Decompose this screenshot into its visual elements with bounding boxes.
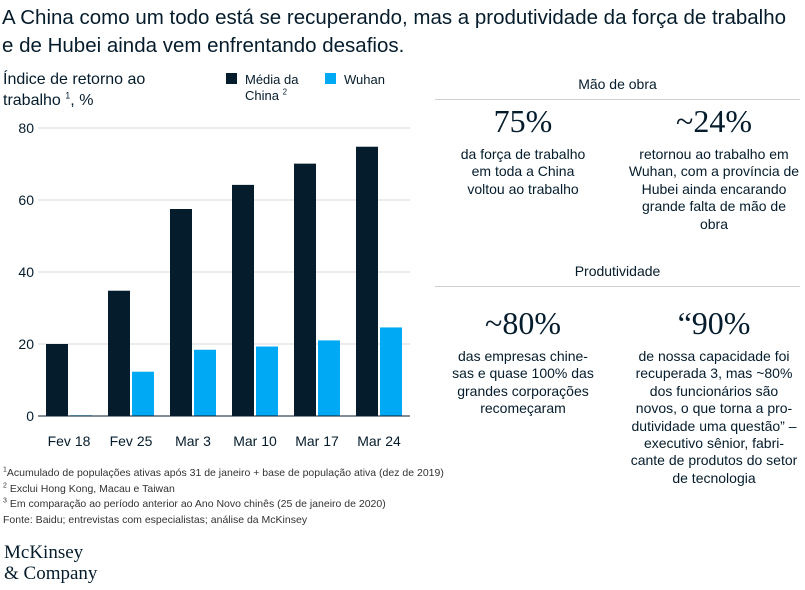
footnote-3: 3 Em comparação ao período anterior ao A… (3, 497, 603, 513)
x-tick-label: Mar 17 (295, 433, 339, 449)
footnote-marker: 1 (3, 466, 7, 474)
y-axis-label-unit: , % (70, 92, 94, 109)
x-tick-label: Fev 18 (48, 433, 91, 449)
stat-labor-wuhan: ~24% retornou ao trabalho em Wuhan, com … (628, 104, 800, 233)
bar-wuhan (194, 349, 216, 416)
y-axis-label: Índice de retorno ao trabalho 1, % (3, 69, 193, 111)
legend-label-wuhan: Wuhan (344, 72, 385, 87)
bar-wuhan (318, 340, 340, 416)
bar-chart: 0 20 40 60 80 Fev 18 Fev 25 Mar 3 Mar 10 Mar 17 Ma… (18, 120, 410, 449)
bar-wuhan (132, 371, 154, 416)
stat-productivity-quote: “90% de nossa capacidade foi recuperada … (628, 306, 800, 487)
panel-header-productivity: Produtividade (435, 262, 800, 287)
legend-label-china-footnote-marker: 2 (282, 87, 288, 97)
x-tick-label: Mar 24 (357, 433, 401, 449)
stat-productivity-companies: ~80% das empresas chine-sas e quase 100%… (438, 306, 608, 418)
logo-line-2: & Company (4, 563, 98, 584)
mckinsey-logo: McKinsey & Company (4, 542, 97, 584)
y-axis-label-text: Índice de retorno ao trabalho (3, 71, 146, 109)
legend-label-china-text: Média da China (245, 72, 299, 103)
bar-wuhan (380, 327, 402, 416)
bar-china (356, 146, 378, 416)
legend-swatch-china (226, 73, 237, 84)
footnote-marker: 2 (3, 482, 7, 489)
legend-swatch-wuhan (325, 73, 336, 84)
panel-header-labor: Mão de obra (435, 75, 800, 100)
y-axis-label-footnote-marker: 1 (65, 90, 71, 101)
footnote-1: 1Acumulado de populações ativas após 31 … (3, 466, 603, 482)
y-tick-label: 60 (18, 192, 34, 208)
stat-number: 75% (493, 103, 553, 139)
footnote-text: Exclui Hong Kong, Macau e Taiwan (6, 482, 175, 495)
footnote-2: 2 Exclui Hong Kong, Macau e Taiwan (3, 482, 603, 498)
footnote-text: Em comparação ao período anterior ao Ano… (6, 498, 386, 510)
footnotes: 1Acumulado de populações ativas após 31 … (3, 466, 603, 528)
stat-description: da força de trabalho em toda a China vol… (460, 146, 586, 197)
y-tick-label: 20 (18, 336, 34, 352)
stat-description: retornou ao trabalho em Wuhan, com a pro… (628, 146, 800, 232)
stat-number: “90% (677, 305, 751, 341)
x-tick-label: Mar 10 (233, 433, 277, 449)
bar-china (170, 209, 192, 416)
bar-wuhan (256, 346, 278, 416)
stat-description: de nossa capacidade foi recuperada 3, ma… (630, 348, 798, 486)
stat-description: das empresas chine-sas e quase 100% das … (452, 348, 594, 417)
stat-number: ~24% (676, 103, 752, 139)
bar-china (46, 344, 68, 416)
footnote-marker: 3 (3, 497, 7, 505)
legend-label-china: Média da China 2 (245, 72, 315, 104)
stat-labor-china: 75% da força de trabalho em toda a China… (438, 104, 608, 198)
bar-china (232, 184, 254, 416)
source-note: Fonte: Baidu; entrevistas com especialis… (3, 513, 308, 526)
stat-number: ~80% (485, 305, 561, 341)
y-tick-label: 40 (18, 264, 34, 280)
bar-china (108, 290, 130, 416)
bar-china (294, 163, 316, 416)
footnote-text: Acumulado de populações ativas após 31 d… (6, 467, 444, 479)
logo-line-1: McKinsey (4, 542, 84, 563)
y-tick-label: 0 (26, 408, 34, 424)
x-tick-label: Mar 3 (175, 433, 211, 449)
chart-title: A China como um todo está se recuperando… (2, 6, 787, 57)
y-tick-label: 80 (18, 120, 34, 136)
x-tick-label: Fev 25 (110, 433, 153, 449)
